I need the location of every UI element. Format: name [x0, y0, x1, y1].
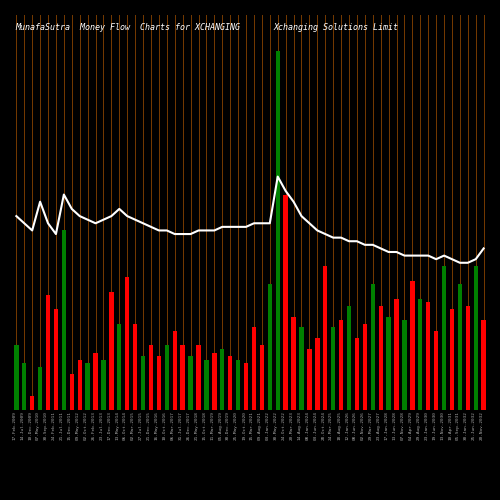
Bar [188, 356, 193, 410]
Bar [370, 284, 375, 410]
Text: MunafaSutra  Money Flow  Charts for XCHANGING: MunafaSutra Money Flow Charts for XCHANG… [15, 23, 240, 32]
Bar [236, 360, 240, 410]
Bar [331, 328, 336, 410]
Bar [38, 367, 42, 410]
Bar [323, 266, 328, 410]
Bar [164, 346, 169, 410]
Bar [30, 396, 34, 410]
Bar [117, 324, 121, 410]
Bar [86, 364, 90, 410]
Bar [268, 284, 272, 410]
Bar [339, 320, 344, 410]
Bar [300, 328, 304, 410]
Bar [156, 356, 161, 410]
Bar [180, 346, 185, 410]
Bar [458, 284, 462, 410]
Bar [141, 356, 145, 410]
Bar [172, 331, 177, 410]
Bar [14, 346, 18, 410]
Bar [252, 328, 256, 410]
Bar [410, 280, 414, 410]
Bar [284, 194, 288, 410]
Bar [125, 277, 130, 410]
Bar [94, 352, 98, 410]
Bar [62, 230, 66, 410]
Bar [22, 364, 26, 410]
Bar [102, 360, 105, 410]
Bar [133, 324, 138, 410]
Bar [402, 320, 406, 410]
Bar [109, 292, 114, 410]
Bar [474, 266, 478, 410]
Bar [355, 338, 359, 410]
Bar [315, 338, 320, 410]
Bar [292, 316, 296, 410]
Bar [70, 374, 74, 410]
Bar [482, 320, 486, 410]
Bar [46, 295, 50, 410]
Bar [260, 346, 264, 410]
Bar [386, 316, 391, 410]
Bar [378, 306, 383, 410]
Bar [244, 364, 248, 410]
Bar [54, 310, 58, 410]
Bar [204, 360, 208, 410]
Bar [362, 324, 367, 410]
Bar [442, 266, 446, 410]
Bar [220, 349, 224, 410]
Text: Xchanging Solutions Limit: Xchanging Solutions Limit [274, 23, 399, 32]
Bar [426, 302, 430, 410]
Bar [307, 349, 312, 410]
Bar [434, 331, 438, 410]
Bar [466, 306, 470, 410]
Bar [196, 346, 200, 410]
Bar [276, 51, 280, 410]
Bar [394, 298, 398, 410]
Bar [149, 346, 153, 410]
Bar [347, 306, 351, 410]
Bar [418, 298, 422, 410]
Bar [212, 352, 216, 410]
Bar [450, 310, 454, 410]
Bar [78, 360, 82, 410]
Bar [228, 356, 232, 410]
